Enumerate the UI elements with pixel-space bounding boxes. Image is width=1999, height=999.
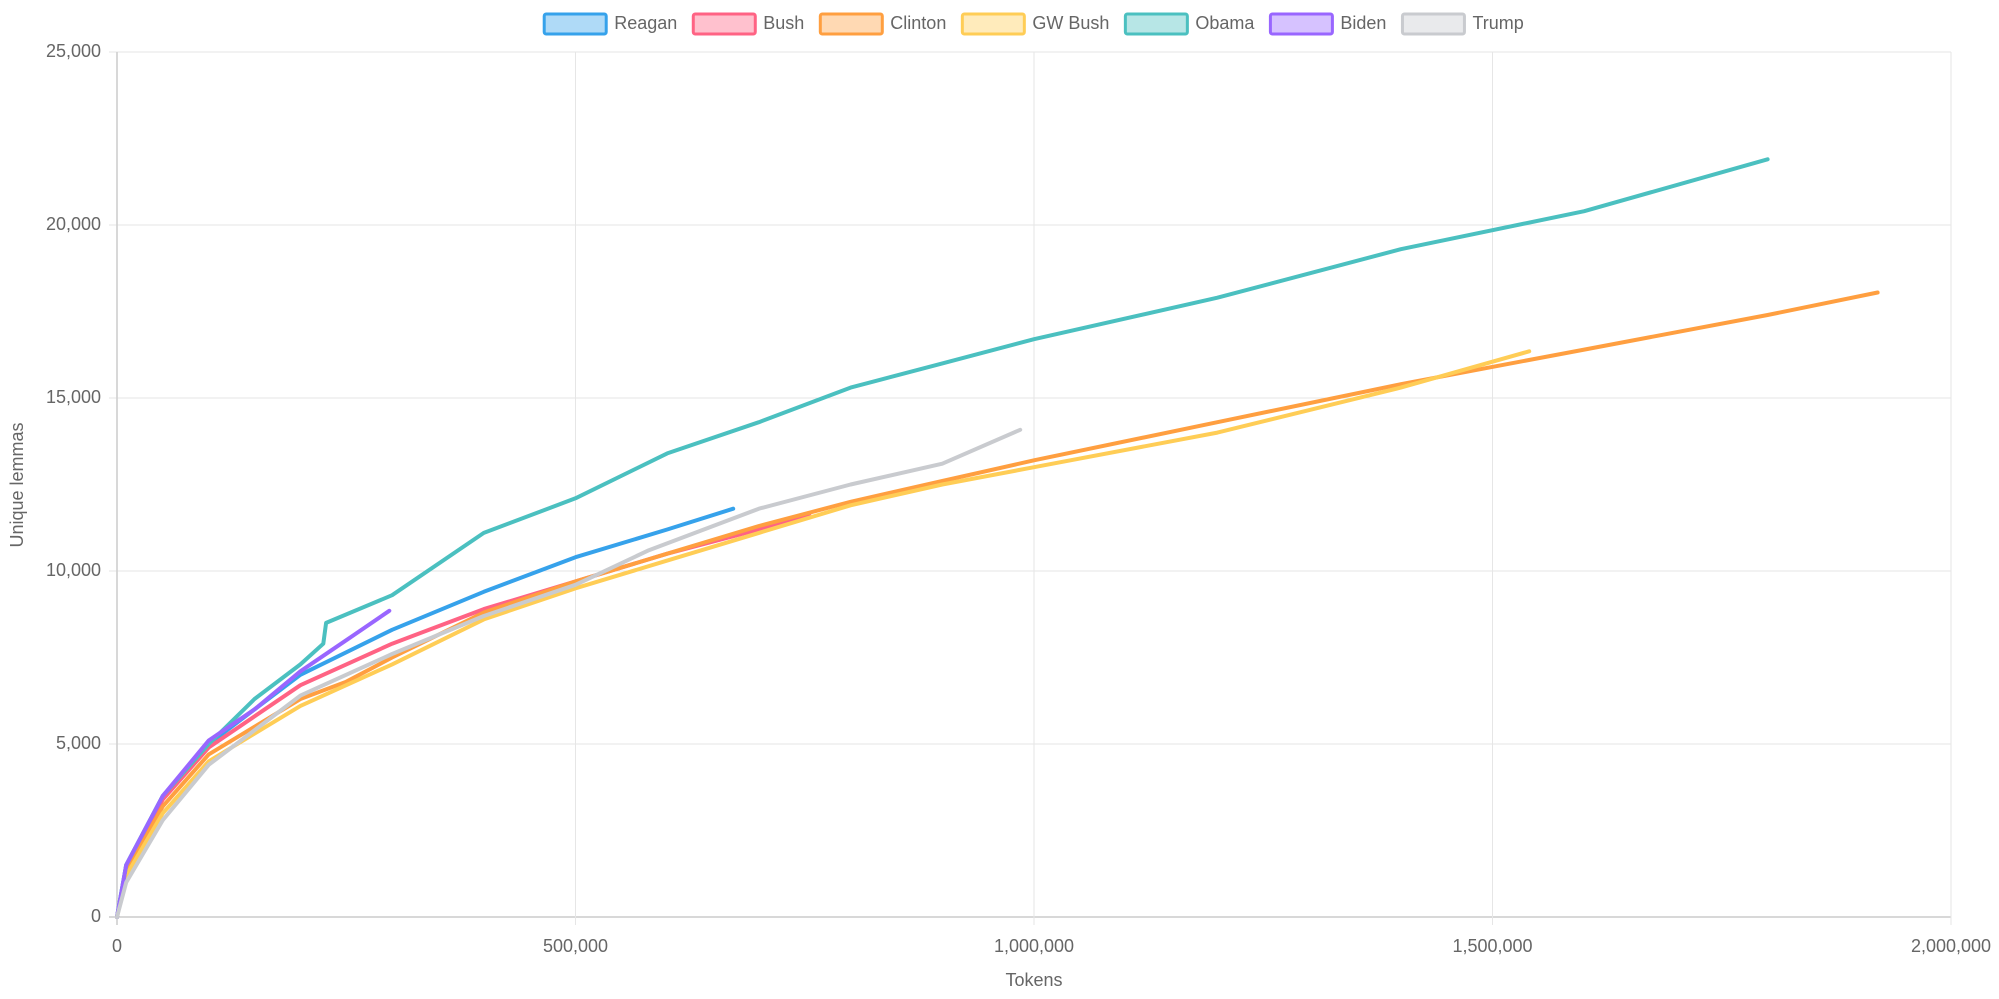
legend-swatch [542, 12, 608, 36]
legend-swatch [1123, 12, 1189, 36]
x-tick-label: 0 [112, 936, 122, 956]
x-axis-title: Tokens [1005, 970, 1062, 990]
legend-swatch [960, 12, 1026, 36]
legend-swatch [818, 12, 884, 36]
y-tick-label: 15,000 [46, 387, 101, 407]
legend-item: Trump [1400, 12, 1524, 36]
legend-label: Obama [1195, 13, 1255, 33]
legend-label: Trump [1472, 13, 1523, 33]
y-axis-title: Unique lemmas [7, 422, 27, 547]
legend: Reagan Bush Clinton GW Bush Obama Biden Trump [542, 12, 1524, 36]
series-line [115, 290, 1880, 919]
legend-label: GW Bush [1032, 13, 1109, 33]
series-line [115, 157, 1770, 919]
x-tick-label: 500,000 [543, 936, 608, 956]
series-line [115, 349, 1532, 919]
legend-item: Obama [1123, 12, 1255, 36]
legend-swatch [691, 12, 757, 36]
legend-label: Biden [1340, 13, 1386, 33]
legend-label: Bush [763, 13, 804, 33]
y-tick-label: 25,000 [46, 41, 101, 61]
legend-swatch [1268, 12, 1334, 36]
legend-item: Biden [1268, 12, 1386, 36]
x-tick-label: 1,500,000 [1452, 936, 1532, 956]
legend-item: GW Bush [960, 12, 1109, 36]
legend-item: Reagan [542, 12, 677, 36]
legend-item: Bush [691, 12, 804, 36]
y-tick-label: 5,000 [56, 733, 101, 753]
series-line [115, 511, 812, 919]
y-tick-label: 20,000 [46, 214, 101, 234]
y-tick-label: 0 [91, 906, 101, 926]
series-line [115, 427, 1023, 919]
legend-item: Clinton [818, 12, 946, 36]
legend-label: Reagan [614, 13, 677, 33]
x-tick-label: 1,000,000 [994, 936, 1074, 956]
legend-label: Clinton [890, 13, 946, 33]
legend-swatch [1400, 12, 1466, 36]
y-tick-label: 10,000 [46, 560, 101, 580]
x-tick-label: 2,000,000 [1911, 936, 1991, 956]
series-line [115, 608, 392, 919]
